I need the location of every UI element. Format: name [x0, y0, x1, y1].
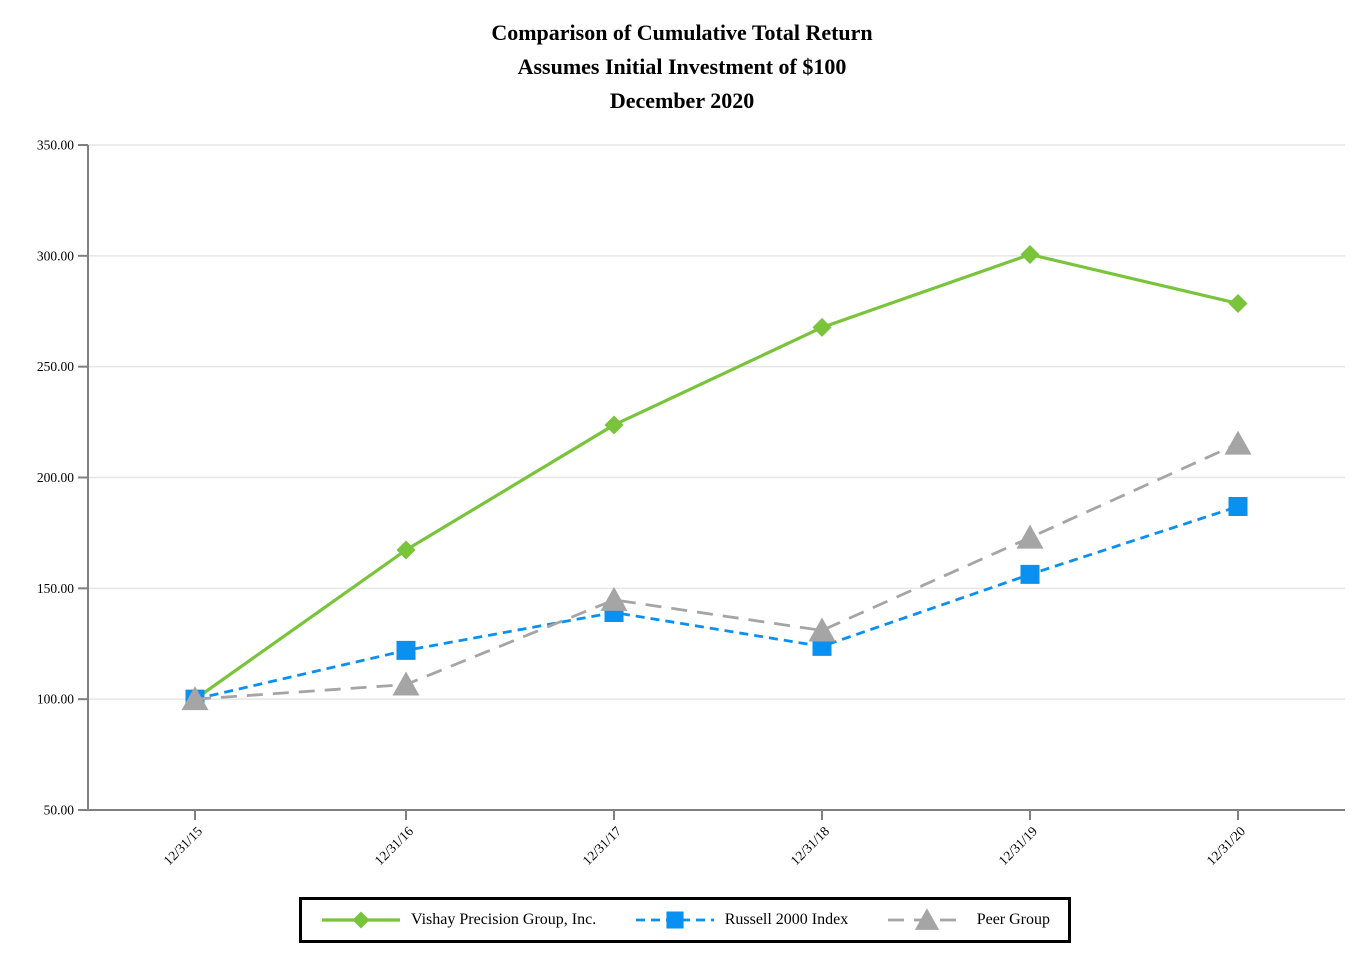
x-tick-label: 12/31/15 [161, 823, 206, 868]
y-tick-label: 300.00 [37, 248, 74, 263]
series-line-vishay-precision-group-inc [194, 252, 1239, 701]
legend-sample-russell-line-square-icon [635, 911, 714, 929]
legend-sample-peer-line-triangle-icon [887, 908, 966, 930]
legend-item-vishay-precision-group: Vishay Precision Group, Inc. [320, 908, 596, 932]
triangle-marker [600, 586, 628, 611]
legend-label-peer: Peer Group [976, 911, 1050, 928]
diamond-marker [604, 415, 624, 435]
square-marker [812, 636, 832, 656]
x-tick-label: 12/31/18 [788, 823, 833, 868]
x-tick-label: 12/31/20 [1204, 823, 1249, 868]
square-marker [666, 911, 684, 929]
square-marker [396, 640, 416, 660]
x-tick-label: 12/31/17 [580, 823, 625, 868]
x-tick-label: 12/31/19 [996, 823, 1041, 868]
y-tick-label: 50.00 [44, 803, 75, 818]
legend-label-russell: Russell 2000 Index [724, 911, 849, 928]
triangle-marker [1016, 524, 1044, 549]
triangle-marker [181, 686, 209, 711]
legend-item-peer-group: Peer Group [886, 908, 1050, 932]
diamond-marker [812, 317, 832, 337]
cumulative-total-return-line-chart: 50.00 100.00 150.00 200.00 250.00 300.00 350.0… [37, 138, 1345, 868]
diamond-marker [1228, 293, 1248, 313]
diamond-marker [396, 540, 416, 560]
series-line-russell-2000-index [194, 505, 1239, 701]
legend-label-vishay: Vishay Precision Group, Inc. [411, 911, 597, 928]
diamond-marker [352, 911, 370, 929]
title-line-1: Comparison of Cumulative Total Return [491, 20, 873, 45]
triangle-marker [392, 671, 420, 696]
y-tick-label: 100.00 [37, 692, 74, 707]
triangle-marker [808, 617, 836, 642]
y-tick-label: 200.00 [37, 470, 74, 485]
series-line-peer-group [194, 442, 1239, 701]
diamond-marker [1020, 245, 1040, 265]
square-marker [1020, 564, 1040, 584]
triangle-marker [914, 908, 939, 930]
x-tick-label: 12/31/16 [372, 823, 417, 868]
y-tick-label: 350.00 [37, 138, 74, 153]
y-tick-label: 150.00 [37, 581, 74, 596]
legend-item-russell-2000-index: Russell 2000 Index [634, 908, 849, 932]
title-line-3: December 2020 [609, 88, 755, 113]
chart-title: Comparison of Cumulative Total Return As… [0, 16, 1364, 118]
square-marker [1228, 497, 1248, 517]
chart-legend: Vishay Precision Group, Inc. Russell 200… [299, 897, 1071, 943]
y-tick-label: 250.00 [37, 359, 74, 374]
legend-sample-vishay-line-diamond-icon [322, 911, 400, 929]
title-line-2: Assumes Initial Investment of $100 [517, 54, 847, 79]
triangle-marker [1224, 430, 1252, 455]
